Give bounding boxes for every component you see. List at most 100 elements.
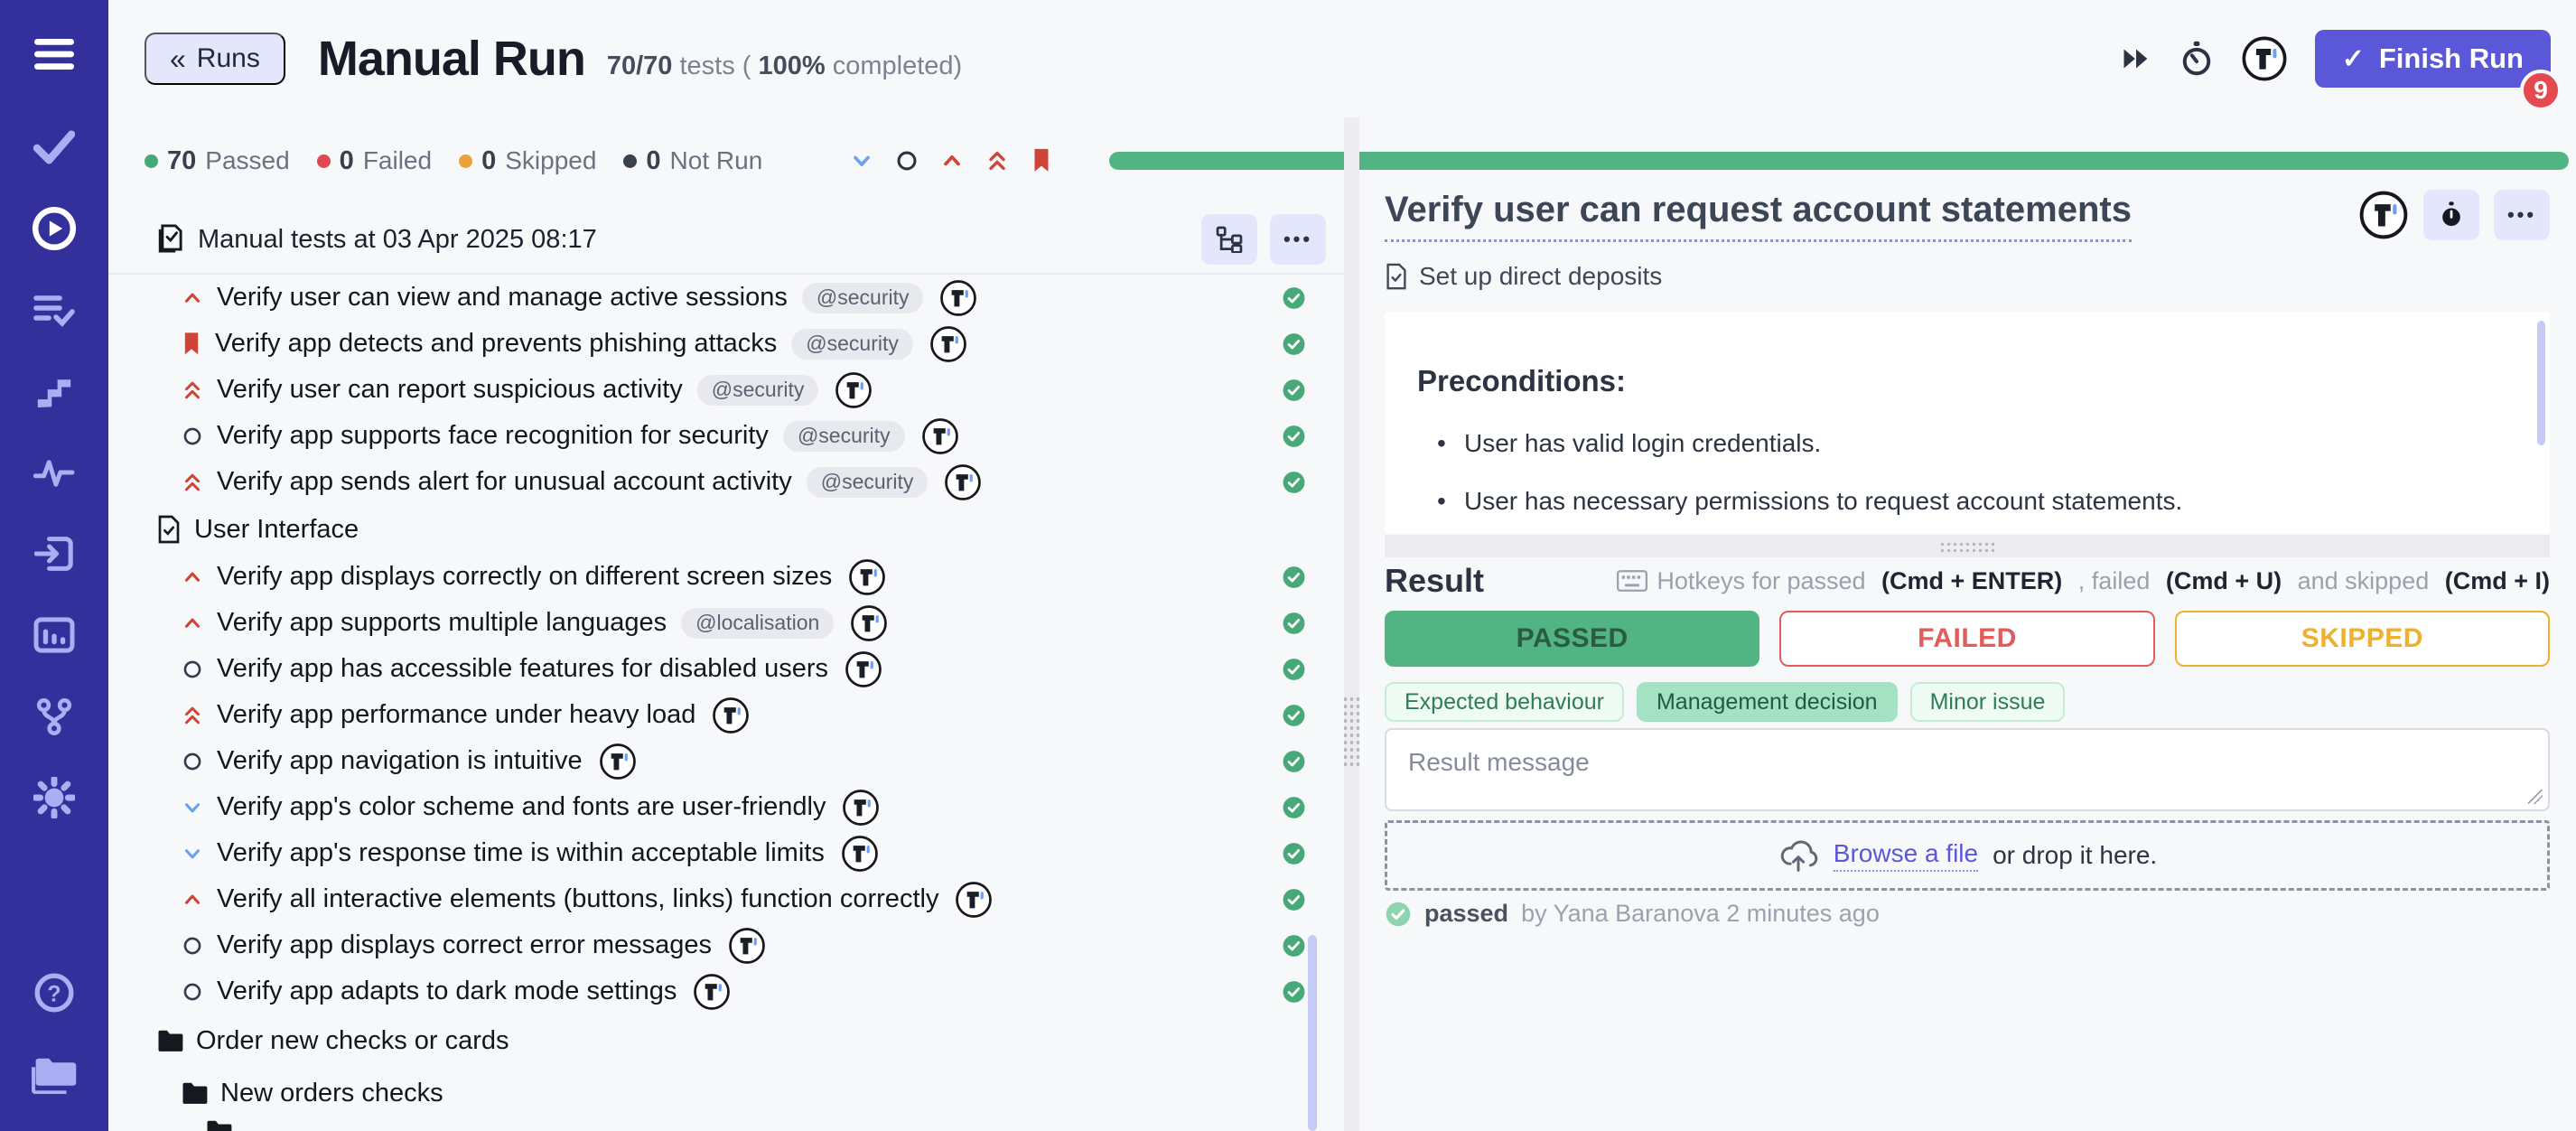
test-row[interactable]: Verify app displays correctly on differe…	[108, 554, 1326, 600]
run-progress-bar	[1109, 152, 2569, 170]
folder-row-partial[interactable]	[108, 1119, 1326, 1131]
test-list-scrollbar[interactable]	[1308, 935, 1317, 1131]
status-passed-icon[interactable]	[1282, 565, 1306, 589]
result-message-wrap	[1385, 728, 2550, 811]
test-list-header: Manual tests at 03 Apr 2025 08:17 •••	[108, 206, 1344, 275]
test-row[interactable]: Verify app detects and prevents phishing…	[108, 321, 1326, 367]
back-to-runs-button[interactable]: « Runs	[145, 33, 285, 85]
test-runs-play-icon[interactable]	[0, 188, 108, 269]
projects-folders-icon[interactable]	[0, 1033, 108, 1115]
status-passed-icon[interactable]	[1282, 285, 1306, 310]
suite-breadcrumb[interactable]: Set up direct deposits	[1385, 262, 1662, 291]
testops-logo-icon[interactable]	[599, 743, 637, 780]
test-title: Verify app has accessible features for d…	[217, 654, 829, 683]
activity-pulse-icon[interactable]	[0, 432, 108, 513]
status-passed-icon[interactable]	[1282, 979, 1306, 1004]
testops-logo-icon[interactable]	[842, 789, 880, 827]
status-passed-icon[interactable]	[1282, 887, 1306, 911]
testops-logo-icon[interactable]	[939, 279, 977, 317]
priority-highest-icon[interactable]	[985, 148, 1010, 173]
result-message-input[interactable]	[1385, 728, 2550, 811]
testops-logo-icon[interactable]	[955, 881, 993, 919]
passed-check-icon	[1386, 902, 1411, 926]
status-passed-icon[interactable]	[1282, 933, 1306, 958]
more-options-button[interactable]: •••	[1270, 214, 1326, 265]
status-passed-icon[interactable]	[1282, 749, 1306, 773]
test-row[interactable]: Verify app supports multiple languages @l…	[108, 600, 1326, 646]
file-dropzone[interactable]: Browse a file or drop it here.	[1385, 820, 2550, 891]
test-row[interactable]: Verify app navigation is intuitive	[108, 738, 1326, 784]
status-passed-icon[interactable]	[1282, 611, 1306, 635]
panel-resize-divider[interactable]	[1341, 117, 1362, 1131]
status-passed-icon[interactable]	[1282, 841, 1306, 865]
import-inbox-icon[interactable]	[0, 513, 108, 594]
branch-icon[interactable]	[0, 676, 108, 757]
testops-logo-icon[interactable]	[835, 371, 873, 409]
tests-check-icon[interactable]	[0, 107, 108, 188]
testops-logo-icon[interactable]	[728, 927, 766, 965]
status-passed-icon[interactable]	[1282, 657, 1306, 681]
menu-icon[interactable]	[0, 27, 108, 81]
stopwatch-icon[interactable]	[2179, 41, 2214, 77]
notification-badge[interactable]: 9	[2520, 70, 2562, 111]
testops-logo-icon[interactable]	[2358, 190, 2409, 240]
skipped-verdict-button[interactable]: SKIPPED	[2174, 611, 2550, 667]
folder-row[interactable]: New orders checks	[108, 1067, 1326, 1119]
test-row[interactable]: Verify app's response time is within acc…	[108, 830, 1326, 876]
status-passed-icon[interactable]	[1282, 703, 1306, 727]
reports-chart-icon[interactable]	[0, 594, 108, 676]
test-detail-title[interactable]: Verify user can request account statemen…	[1385, 190, 2132, 242]
milestones-steps-icon[interactable]	[0, 351, 108, 432]
testops-logo-icon[interactable]	[921, 417, 959, 455]
testops-logo-icon[interactable]	[2241, 35, 2288, 82]
settings-gear-icon[interactable]	[0, 757, 108, 838]
help-icon[interactable]: ?	[0, 952, 108, 1033]
timer-button[interactable]	[2423, 190, 2479, 240]
test-row[interactable]: Verify app's color scheme and fonts are …	[108, 784, 1326, 830]
status-passed-icon[interactable]	[1282, 332, 1306, 356]
test-title: Verify app navigation is intuitive	[217, 746, 583, 775]
test-row[interactable]: Verify app displays correct error messag…	[108, 922, 1326, 968]
testops-logo-icon[interactable]	[693, 973, 731, 1011]
test-plans-list-icon[interactable]	[0, 269, 108, 351]
testops-logo-icon[interactable]	[848, 558, 886, 596]
test-row[interactable]: Verify user can view and manage active s…	[108, 275, 1326, 321]
status-passed-icon[interactable]	[1282, 795, 1306, 819]
finish-run-button[interactable]: ✓ Finish Run 9	[2314, 30, 2562, 111]
priority-none-icon	[181, 425, 204, 448]
bookmark-icon[interactable]	[1030, 147, 1053, 174]
tree-view-button[interactable]	[1201, 214, 1257, 265]
test-row[interactable]: Verify user can report suspicious activi…	[108, 367, 1326, 413]
failed-dot-icon	[316, 154, 331, 168]
testops-logo-icon[interactable]	[850, 604, 888, 642]
priority-high-icon[interactable]	[939, 148, 965, 173]
priority-low-icon[interactable]	[849, 148, 874, 173]
testops-logo-icon[interactable]	[845, 650, 882, 688]
test-row[interactable]: Verify app sends alert for unusual accou…	[108, 459, 1326, 505]
suite-section-row[interactable]: User Interface	[108, 505, 1326, 554]
test-row[interactable]: Verify app supports face recognition for…	[108, 413, 1326, 459]
test-row[interactable]: Verify app has accessible features for d…	[108, 646, 1326, 692]
fast-forward-icon[interactable]	[2120, 42, 2152, 75]
passed-verdict-button[interactable]: PASSED	[1385, 611, 1760, 667]
status-passed-icon[interactable]	[1282, 470, 1306, 494]
preconditions-scrollbar[interactable]	[2537, 321, 2545, 445]
priority-none-icon[interactable]	[894, 148, 919, 173]
browse-file-link[interactable]: Browse a file	[1833, 839, 1979, 872]
test-row[interactable]: Verify app adapts to dark mode settings	[108, 968, 1326, 1014]
test-row[interactable]: Verify app performance under heavy load	[108, 692, 1326, 738]
folder-row[interactable]: Order new checks or cards	[108, 1014, 1326, 1067]
status-passed-icon[interactable]	[1282, 378, 1306, 402]
result-tag-selected[interactable]: Management decision	[1636, 682, 1898, 722]
failed-verdict-button[interactable]: FAILED	[1779, 611, 2155, 667]
more-options-button[interactable]: •••	[2494, 190, 2550, 240]
test-row[interactable]: Verify all interactive elements (buttons…	[108, 876, 1326, 922]
description-resize-handle[interactable]	[1385, 535, 2550, 557]
result-tag[interactable]: Expected behaviour	[1385, 682, 1624, 722]
testops-logo-icon[interactable]	[712, 696, 750, 734]
testops-logo-icon[interactable]	[944, 463, 982, 501]
testops-logo-icon[interactable]	[841, 835, 879, 873]
testops-logo-icon[interactable]	[929, 325, 967, 363]
result-tag[interactable]: Minor issue	[1909, 682, 2066, 722]
status-passed-icon[interactable]	[1282, 424, 1306, 448]
